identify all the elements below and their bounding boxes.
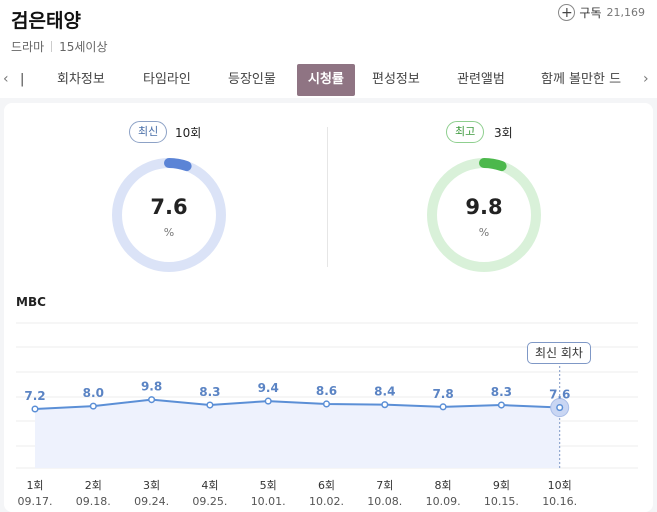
data-point <box>264 397 272 405</box>
x-tick-episode: 6회 <box>318 479 335 492</box>
x-tick-date: 10.16. <box>542 495 577 508</box>
data-point <box>556 404 564 412</box>
tab-partial[interactable]: | <box>20 72 25 87</box>
x-tick-episode: 10회 <box>548 479 572 492</box>
latest-badge: 최신 <box>129 121 168 143</box>
data-label: 9.8 <box>141 380 162 394</box>
show-header: 검은태양 드라마 15세이상 + 구독 21,169 <box>0 0 657 62</box>
max-rating-value: 9.8 <box>465 195 503 219</box>
tab-bar: ‹ | 회차정보 타임라인 등장인물 시청률 편성정보 관련앨범 함께 볼만한 … <box>0 62 657 98</box>
x-tick-date: 09.18. <box>76 495 111 508</box>
genre-label: 드라마 <box>11 40 45 54</box>
chevron-right-icon[interactable]: › <box>643 71 649 87</box>
x-tick-episode: 5회 <box>260 479 277 492</box>
plus-icon: + <box>558 4 576 21</box>
data-label: 8.6 <box>316 384 337 398</box>
data-point <box>206 401 214 409</box>
subscribe-label: 구독 <box>579 6 602 20</box>
tab-albums[interactable]: 관련앨범 <box>457 72 505 87</box>
data-point <box>89 402 97 410</box>
max-rating-unit: % <box>478 226 490 239</box>
x-tick-episode: 1회 <box>26 479 43 492</box>
x-tick-date: 10.09. <box>426 495 461 508</box>
latest-episode: 10회 <box>175 126 202 140</box>
subscriber-count: 21,169 <box>606 6 646 19</box>
tab-recommended[interactable]: 함께 볼만한 드 <box>541 72 622 87</box>
tab-timeline[interactable]: 타임라인 <box>143 72 191 87</box>
series-line <box>34 398 560 410</box>
data-point <box>148 396 156 404</box>
data-label: 9.4 <box>258 381 279 395</box>
latest-rating-value: 7.6 <box>150 195 188 219</box>
latest-rating-gauge <box>112 158 226 272</box>
x-tick-date: 09.17. <box>18 495 53 508</box>
tab-schedule[interactable]: 편성정보 <box>372 72 420 87</box>
x-tick-date: 10.01. <box>251 495 286 508</box>
max-gauge-fill <box>427 158 541 272</box>
area-fill <box>35 399 560 468</box>
show-title: 검은태양 <box>11 10 81 32</box>
meta-divider <box>51 41 53 52</box>
tab-ratings[interactable]: 시청률 <box>297 64 355 96</box>
show-meta: 드라마 15세이상 <box>11 38 108 55</box>
subscribe-button[interactable]: + 구독 21,169 <box>558 4 645 21</box>
latest-rating-unit: % <box>163 226 175 239</box>
data-point <box>439 403 447 411</box>
data-point <box>322 400 331 408</box>
data-label: 7.6 <box>549 388 570 402</box>
x-tick-date: 09.25. <box>192 495 227 508</box>
max-rating-gauge <box>427 158 541 272</box>
x-tick-episode: 4회 <box>201 479 218 492</box>
x-tick-date: 10.08. <box>367 495 402 508</box>
chevron-left-icon[interactable]: ‹ <box>3 71 9 87</box>
data-label: 7.2 <box>24 389 45 403</box>
x-tick-episode: 2회 <box>85 479 102 492</box>
channel-label: MBC <box>16 295 46 309</box>
latest-episode-tag: 최신 회차 <box>527 342 591 364</box>
x-tick-date: 10.15. <box>484 495 519 508</box>
data-label: 8.4 <box>374 385 395 399</box>
x-tick-episode: 7회 <box>376 479 393 492</box>
data-label: 7.8 <box>432 387 453 401</box>
data-label: 8.3 <box>491 385 512 399</box>
tab-cast[interactable]: 등장인물 <box>228 72 276 87</box>
x-tick-episode: 3회 <box>143 479 160 492</box>
x-tick-date: 09.24. <box>134 495 169 508</box>
age-rating-label: 15세이상 <box>59 40 108 54</box>
data-point <box>381 401 389 409</box>
data-label: 8.0 <box>83 386 104 400</box>
max-episode: 3회 <box>494 126 513 140</box>
x-tick-date: 10.02. <box>309 495 344 508</box>
x-tick-episode: 9회 <box>493 479 510 492</box>
tab-episode-info[interactable]: 회차정보 <box>57 72 105 87</box>
data-point <box>31 405 39 413</box>
data-point <box>497 401 505 409</box>
max-badge: 최고 <box>446 121 485 143</box>
latest-gauge-fill <box>112 158 226 272</box>
x-tick-episode: 8회 <box>435 479 452 492</box>
summary-divider <box>327 127 328 267</box>
data-label: 8.3 <box>199 385 220 399</box>
